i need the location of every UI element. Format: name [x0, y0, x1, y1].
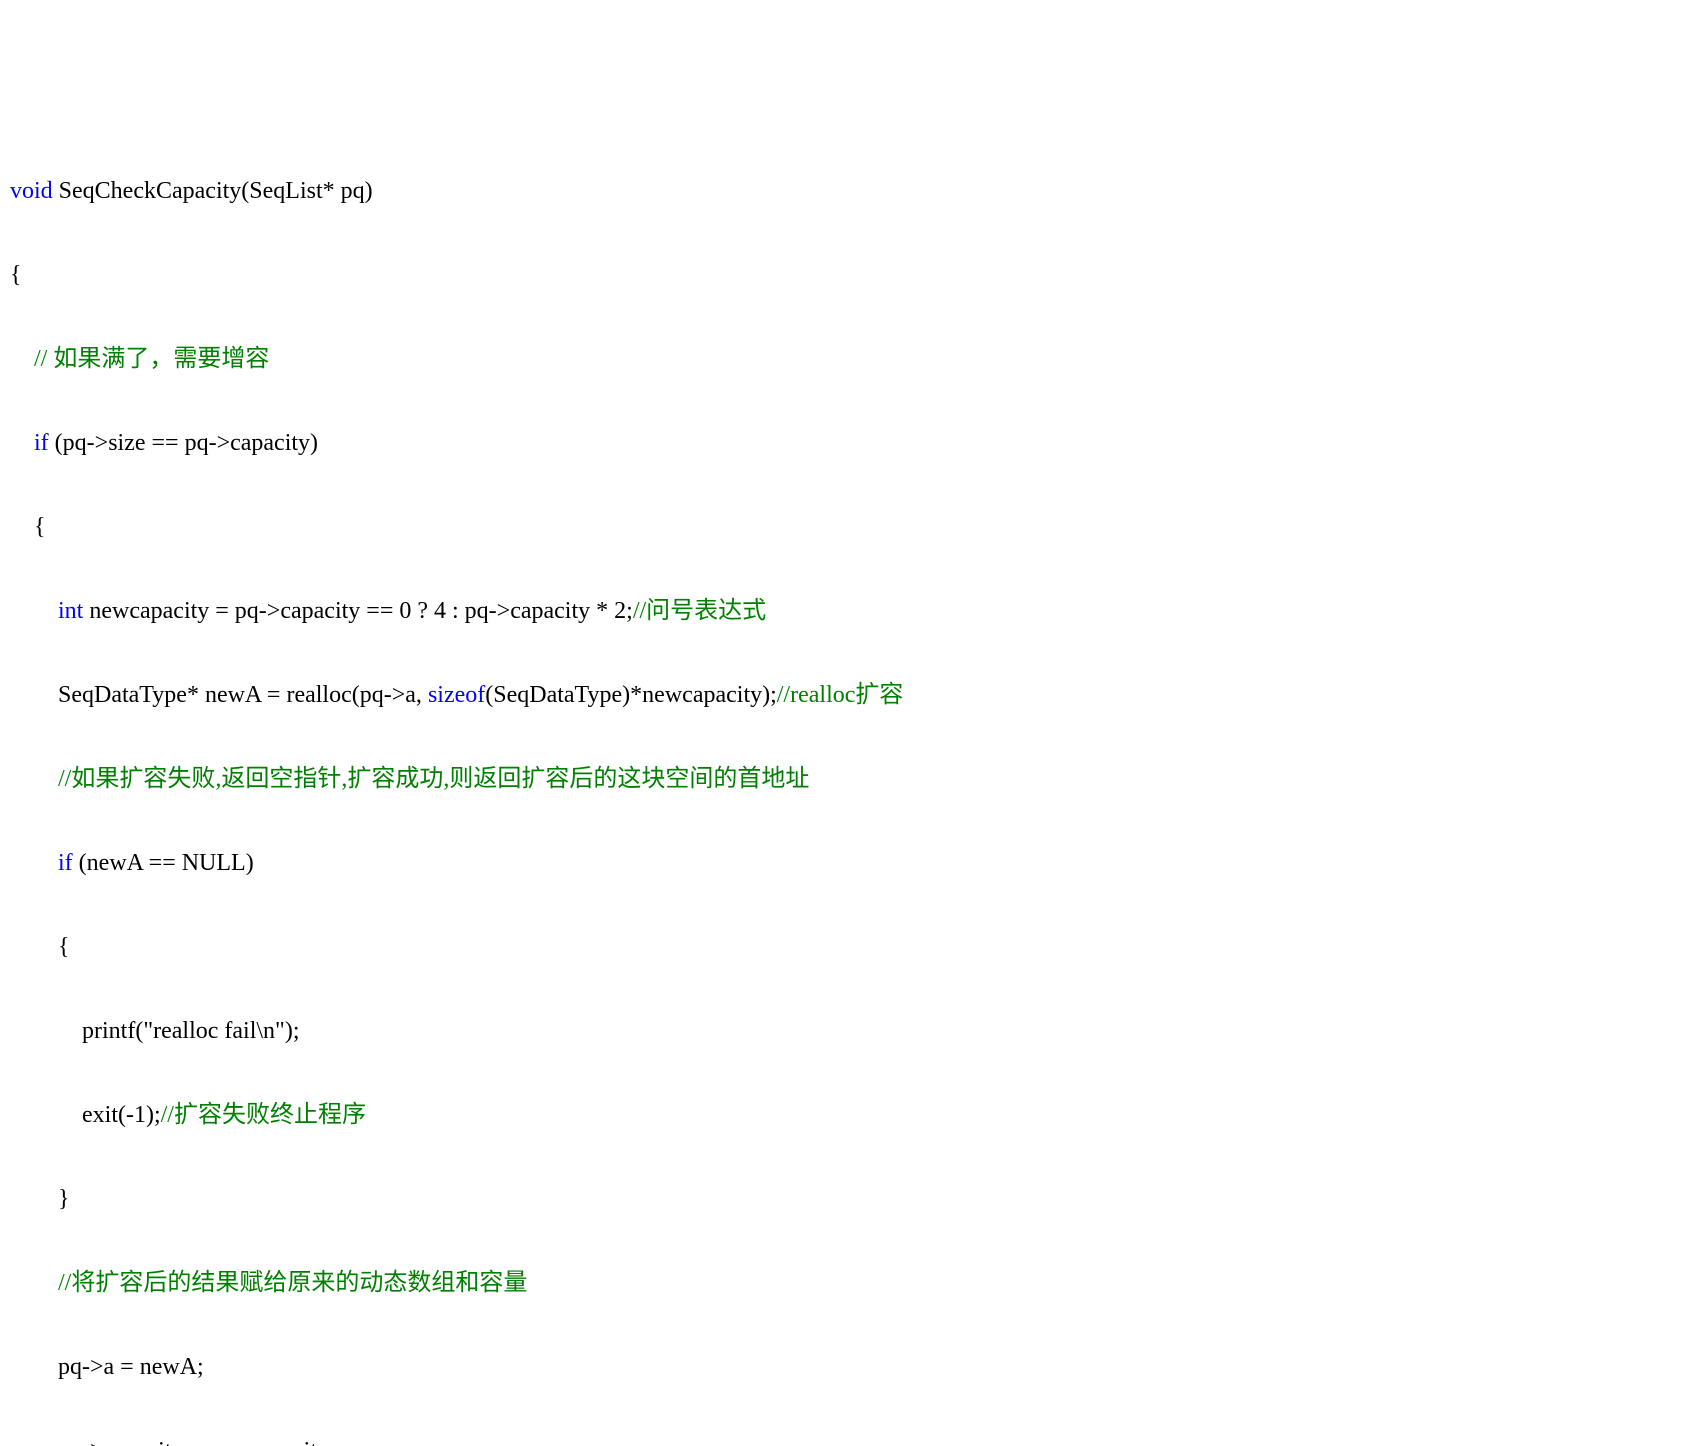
code-line-6: int newcapacity = pq->capacity == 0 ? 4 … [10, 590, 1697, 632]
code-line-4: if (pq->size == pq->capacity) [10, 422, 1697, 464]
brace-open: { [10, 262, 22, 288]
code-line-14: //将扩容后的结果赋给原来的动态数组和容量 [10, 1262, 1697, 1304]
code-line-16: pq->capacity = newcapacity; [10, 1430, 1697, 1446]
code-line-13: } [10, 1178, 1697, 1220]
keyword-if: if [58, 850, 73, 876]
code-line-1: void SeqCheckCapacity(SeqList* pq) [10, 170, 1697, 212]
indent [10, 598, 58, 624]
code-text: (SeqDataType)*newcapacity); [485, 682, 777, 708]
code-line-8: //如果扩容失败,返回空指针,扩容成功,则返回扩容后的这块空间的首地址 [10, 758, 1697, 800]
code-line-9: if (newA == NULL) [10, 842, 1697, 884]
brace-close: } [10, 1186, 70, 1212]
code-line-5: { [10, 506, 1697, 548]
code-line-7: SeqDataType* newA = realloc(pq->a, sizeo… [10, 674, 1697, 716]
comment-text: //如果扩容失败,返回空指针,扩容成功,则返回扩容后的这块空间的首地址 [58, 766, 809, 792]
code-text: newcapacity = pq->capacity == 0 ? 4 : pq… [83, 598, 632, 624]
indent [10, 682, 58, 708]
code-line-11: printf("realloc fail\n"); [10, 1010, 1697, 1052]
code-text: printf("realloc fail\n"); [82, 1018, 300, 1044]
indent [10, 1438, 58, 1446]
keyword-void: void [10, 178, 53, 204]
indent [10, 1102, 82, 1128]
brace-open: { [10, 934, 70, 960]
code-line-3: // 如果满了，需要增容 [10, 338, 1697, 380]
comment-text: //问号表达式 [633, 598, 766, 624]
code-line-10: { [10, 926, 1697, 968]
code-line-15: pq->a = newA; [10, 1346, 1697, 1388]
indent [10, 430, 34, 456]
keyword-if: if [34, 430, 49, 456]
keyword-int: int [58, 598, 83, 624]
code-line-2: { [10, 254, 1697, 296]
indent [10, 850, 58, 876]
indent [10, 1354, 58, 1380]
indent [10, 766, 58, 792]
code-text: (pq->size == pq->capacity) [49, 430, 318, 456]
indent [10, 346, 34, 372]
code-text: SeqDataType* newA = realloc(pq->a, [58, 682, 428, 708]
code-text: exit(-1); [82, 1102, 161, 1128]
comment-text: //将扩容后的结果赋给原来的动态数组和容量 [58, 1270, 527, 1296]
comment-text: //realloc扩容 [777, 682, 904, 708]
comment-text: //扩容失败终止程序 [161, 1102, 366, 1128]
comment-text: // 如果满了，需要增容 [34, 346, 269, 372]
code-text: SeqCheckCapacity(SeqList* pq) [53, 178, 373, 204]
indent [10, 1018, 82, 1044]
keyword-sizeof: sizeof [428, 682, 485, 708]
code-text: pq->a = newA; [58, 1354, 204, 1380]
code-text: (newA == NULL) [73, 850, 254, 876]
brace-open: { [10, 514, 46, 540]
code-text: pq->capacity = newcapacity; [58, 1438, 336, 1446]
indent [10, 1270, 58, 1296]
code-line-12: exit(-1);//扩容失败终止程序 [10, 1094, 1697, 1136]
